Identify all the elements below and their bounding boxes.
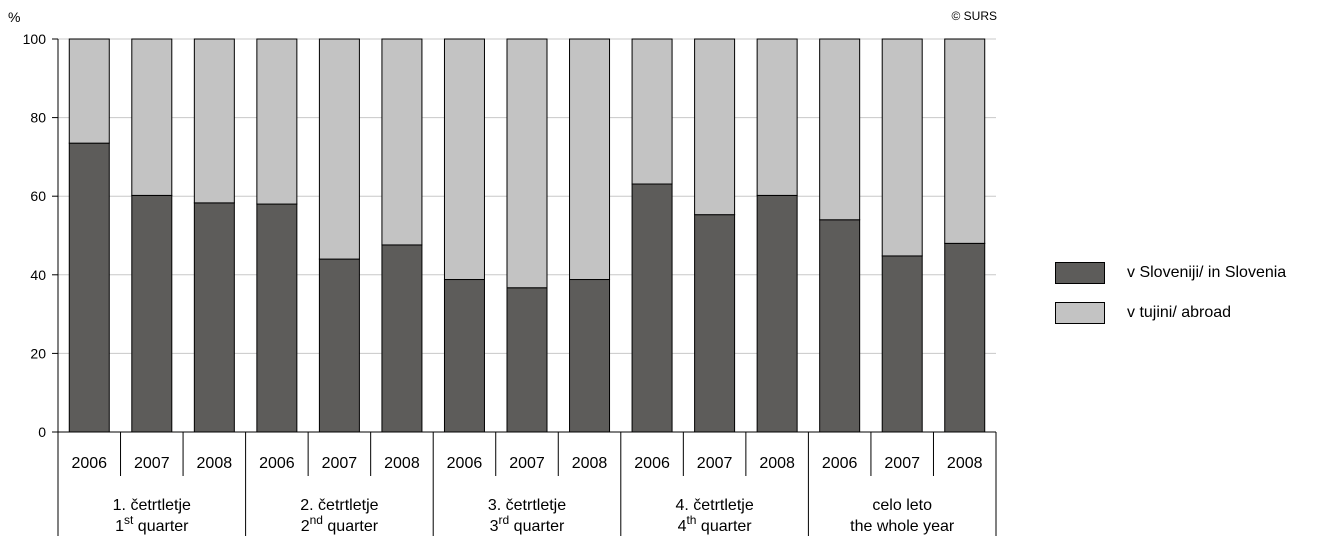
group-label-line1: 3. četrtletje <box>488 497 566 514</box>
group-label-line2: 1st quarter <box>115 513 189 535</box>
bar-abroad <box>193 38 235 204</box>
x-tick-label: 2007 <box>884 455 920 472</box>
group-label-number: 4 <box>678 518 687 535</box>
group-label-line1: 1. četrtletje <box>113 497 191 514</box>
bar-abroad <box>68 38 110 144</box>
group-label-line1: 4. četrtletje <box>675 497 753 514</box>
group-label-line2: 4th quarter <box>678 513 753 535</box>
bar-abroad <box>256 38 298 205</box>
y-tick-label: 60 <box>30 188 46 204</box>
group-label-line2: the whole year <box>850 518 955 535</box>
x-tick-label: 2008 <box>947 455 983 472</box>
group-label-line2: 3rd quarter <box>490 513 565 535</box>
axis-labels: 0 20 40 60 80 100 2006 2007 2008 2006 2007 2008 2006… <box>23 31 983 535</box>
bar-slovenia <box>631 183 673 433</box>
bar-abroad <box>881 38 923 257</box>
bar-abroad <box>443 38 485 281</box>
x-tick-label: 2006 <box>259 455 295 472</box>
x-tick-label: 2007 <box>697 455 733 472</box>
bar-abroad <box>506 38 548 289</box>
group-label-ordinal: rd <box>499 513 510 527</box>
bar-slovenia <box>68 142 110 433</box>
group-label-line1: 2. četrtletje <box>300 497 378 514</box>
legend-label-slovenia: v Sloveniji/ in Slovenia <box>1127 264 1287 281</box>
x-tick-label: 2008 <box>572 455 608 472</box>
x-tick-label: 2007 <box>509 455 545 472</box>
y-axis-unit: % <box>8 9 20 25</box>
x-tick-label: 2008 <box>384 455 420 472</box>
y-tick-label: 80 <box>30 110 46 126</box>
bar-slovenia <box>819 219 861 433</box>
group-label-number: 3 <box>490 518 499 535</box>
legend-swatch-slovenia <box>1055 262 1105 284</box>
bar-abroad <box>756 38 798 196</box>
bar-slovenia <box>944 242 986 433</box>
x-tick-label: 2007 <box>322 455 358 472</box>
bar-abroad <box>944 38 986 244</box>
bar-slovenia <box>756 194 798 433</box>
legend-swatch-abroad <box>1055 302 1105 324</box>
group-label-text: quarter <box>133 518 189 535</box>
legend-label-abroad: v tujini/ abroad <box>1127 304 1232 321</box>
bar-slovenia <box>569 279 611 433</box>
copyright-label: © SURS <box>951 9 997 23</box>
bar-slovenia <box>193 202 235 433</box>
y-tick-label: 40 <box>30 267 46 283</box>
y-tick-label: 20 <box>30 345 46 361</box>
bar-slovenia <box>256 203 298 433</box>
bar-abroad <box>131 38 173 196</box>
group-label-text: quarter <box>696 518 752 535</box>
x-tick-label: 2006 <box>447 455 483 472</box>
group-label-text: quarter <box>509 518 565 535</box>
bar-slovenia <box>694 214 736 433</box>
y-tick-label: 100 <box>23 31 47 47</box>
group-label-text: quarter <box>323 518 379 535</box>
group-label-line2: 2nd quarter <box>301 513 379 535</box>
axes <box>52 38 997 536</box>
bars <box>68 38 986 433</box>
y-tick-label: 0 <box>38 424 46 440</box>
bar-abroad <box>318 38 360 260</box>
group-label-number: 1 <box>115 518 124 535</box>
x-tick-label: 2008 <box>197 455 233 472</box>
group-label-ordinal: st <box>124 513 134 527</box>
bar-slovenia <box>381 244 423 433</box>
bar-abroad <box>694 38 736 216</box>
bar-slovenia <box>506 287 548 433</box>
bar-abroad <box>569 38 611 281</box>
bar-slovenia <box>443 279 485 433</box>
x-tick-label: 2008 <box>759 455 795 472</box>
group-label-ordinal: nd <box>310 513 323 527</box>
x-tick-label: 2006 <box>71 455 107 472</box>
x-tick-label: 2006 <box>634 455 670 472</box>
group-label-line1: celo leto <box>872 497 932 514</box>
x-tick-label: 2007 <box>134 455 170 472</box>
bar-slovenia <box>318 258 360 433</box>
bar-slovenia <box>881 255 923 433</box>
bar-abroad <box>819 38 861 221</box>
bar-slovenia <box>131 194 173 433</box>
x-tick-label: 2006 <box>822 455 858 472</box>
bar-abroad <box>631 38 673 185</box>
bar-abroad <box>381 38 423 246</box>
group-label-number: 2 <box>301 518 310 535</box>
group-label-ordinal: th <box>686 513 696 527</box>
